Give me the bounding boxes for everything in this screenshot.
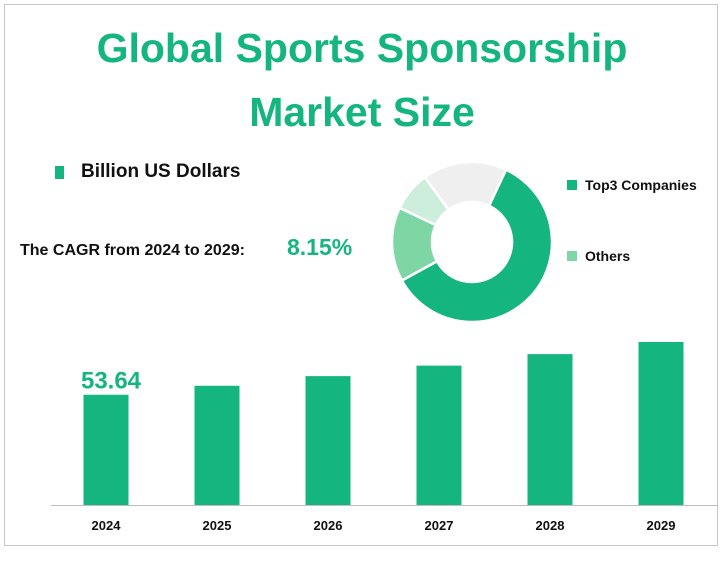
legend-swatch-top3 — [567, 180, 577, 190]
x-tick-label: 2028 — [536, 518, 565, 533]
donut-chart — [390, 160, 554, 324]
unit-label: Billion US Dollars — [81, 161, 241, 182]
donut-slice-0 — [400, 167, 554, 324]
bar-2029 — [638, 342, 684, 505]
bar-2024 — [83, 394, 129, 505]
bar-2028 — [527, 354, 573, 505]
x-tick-label: 2026 — [314, 518, 343, 533]
cagr-label: The CAGR from 2024 to 2029: — [20, 242, 245, 259]
legend-item-top3: Top3 Companies — [567, 177, 697, 193]
legend-swatch-others — [567, 251, 577, 261]
x-tick-label: 2024 — [92, 518, 122, 533]
bar-2026 — [305, 376, 351, 505]
unit-swatch — [55, 165, 64, 179]
chart-title-line-2: Market Size — [249, 89, 475, 135]
chart-frame — [4, 4, 718, 546]
legend-label-top3: Top3 Companies — [585, 177, 697, 193]
chart-title-line-1: Global Sports Sponsorship — [96, 25, 628, 71]
unit-legend: Billion US Dollars — [55, 161, 240, 183]
legend-label-others: Others — [585, 248, 631, 264]
x-tick-label: 2027 — [425, 518, 454, 533]
bar-2027 — [416, 365, 462, 505]
cagr-value: 8.15% — [287, 234, 353, 260]
legend-item-others: Others — [567, 248, 630, 264]
bar-chart: 2024 53.64 2025 2026 2027 2028 2029 — [51, 342, 718, 533]
x-tick-label: 2029 — [647, 518, 676, 533]
x-tick-label: 2025 — [203, 518, 232, 533]
bar-2025 — [194, 385, 240, 505]
donut-slice-3 — [423, 160, 508, 212]
data-label: 53.64 — [81, 368, 142, 395]
